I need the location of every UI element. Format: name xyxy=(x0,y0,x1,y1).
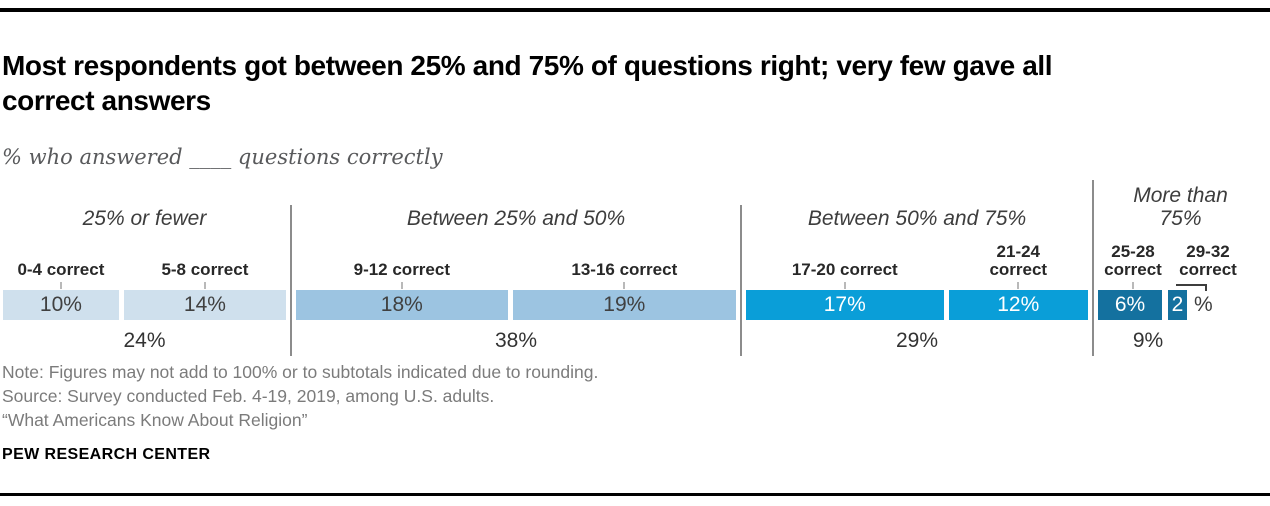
group-range-label: Between 25% and 50% xyxy=(406,207,626,230)
bar-value: 19% xyxy=(603,293,646,316)
group-range-label: Between 50% and 75% xyxy=(807,207,1027,230)
group-divider-line xyxy=(290,205,292,356)
label-tick xyxy=(59,282,62,289)
footnotes: Note: Figures may not add to 100% or to … xyxy=(2,360,598,432)
bar-label-cell: 0-4 correct xyxy=(3,259,119,291)
bar-segment: 17% xyxy=(746,290,944,320)
score-range-group: Between 50% and 75% 17-20 correct 21-24 co… xyxy=(740,180,1093,356)
source-line: Source: Survey conducted Feb. 4-19, 2019… xyxy=(2,386,495,406)
bar-labels-row: 0-4 correct 5-8 correct xyxy=(3,235,286,290)
group-range-label: More than 75% xyxy=(1133,184,1228,230)
label-tick xyxy=(400,282,403,289)
bar-labels-row: 25-28 correct 29-32 correct xyxy=(1098,235,1263,290)
pew-research-center-wordmark: PEW RESEARCH CENTER xyxy=(2,446,211,463)
bar-value: 12% xyxy=(997,293,1040,316)
group-divider-line xyxy=(1092,180,1094,356)
group-subtotal: 38% xyxy=(494,329,538,352)
label-tick xyxy=(843,282,846,289)
bar-labels-row: 17-20 correct 21-24 correct xyxy=(746,235,1088,290)
title-line-1: Most respondents got between 25% and 75%… xyxy=(2,49,1053,81)
report-title-line: “What Americans Know About Religion” xyxy=(2,410,308,430)
bar-label: 25-28 correct xyxy=(1104,242,1162,279)
note-line: Note: Figures may not add to 100% or to … xyxy=(2,362,599,382)
group-subtotal: 9% xyxy=(1132,329,1164,352)
bars-row: 17% 12% xyxy=(746,290,1088,320)
bars-row: 18% 19% xyxy=(296,290,736,320)
bar-label-cell: 17-20 correct xyxy=(746,259,944,291)
bar-label: 9-12 correct xyxy=(353,259,450,279)
bars-row: 10% 14% xyxy=(3,290,286,320)
bar-segment: 14% xyxy=(123,290,286,320)
bar-label: 29-32 correct xyxy=(1179,242,1237,279)
bar-label-cell: 21-24 correct xyxy=(949,243,1088,290)
bar-segment: 6% xyxy=(1098,290,1162,320)
outside-percent-sign: % xyxy=(1194,293,1213,316)
bar-value: 18% xyxy=(380,293,423,316)
bar-label-cell: 29-32 correct xyxy=(1173,243,1243,290)
bars-row: 6% 2% xyxy=(1098,290,1263,320)
bar-value: 14% xyxy=(183,293,226,316)
bar-label-cell: 13-16 correct xyxy=(513,259,736,291)
segmented-bar-chart: 25% or fewer 0-4 correct 5-8 correct 10% 14%… xyxy=(2,180,1268,356)
bar-value: 17% xyxy=(823,293,866,316)
bar-labels-row: 9-12 correct 13-16 correct xyxy=(296,235,736,290)
bar-value: 10% xyxy=(39,293,82,316)
label-tick xyxy=(1017,282,1020,289)
label-tick xyxy=(1132,282,1134,289)
bar-label: 21-24 correct xyxy=(989,242,1048,279)
bar-label: 17-20 correct xyxy=(791,259,898,279)
group-subtotal: 24% xyxy=(123,329,166,352)
score-range-group: 25% or fewer 0-4 correct 5-8 correct 10% 14%… xyxy=(2,180,291,356)
label-elbow-connector xyxy=(1176,284,1207,291)
bar-segment: 10% xyxy=(3,290,119,320)
title-line-2: correct answers xyxy=(2,84,211,116)
chart-subtitle: % who answered ____ questions correctly xyxy=(2,145,443,169)
page-title: Most respondents got between 25% and 75%… xyxy=(2,48,1268,118)
group-range-label: 25% or fewer xyxy=(82,207,207,230)
bar-label-cell: 5-8 correct xyxy=(124,259,286,291)
bar-label-cell: 9-12 correct xyxy=(296,259,508,291)
score-range-group: Between 25% and 50% 9-12 correct 13-16 cor… xyxy=(290,180,741,356)
bar-label-cell: 25-28 correct xyxy=(1098,243,1168,290)
bar-segment: 2 xyxy=(1168,290,1187,320)
bar-value: 6% xyxy=(1114,293,1146,316)
bar-label: 5-8 correct xyxy=(161,259,249,279)
label-tick xyxy=(203,282,206,289)
bar-segment: 19% xyxy=(512,290,736,320)
label-tick xyxy=(623,282,626,289)
bar-label: 0-4 correct xyxy=(17,259,105,279)
bar-segment: 18% xyxy=(296,290,508,320)
bar-label: 13-16 correct xyxy=(571,259,678,279)
bar-segment: 12% xyxy=(948,290,1088,320)
bottom-rule xyxy=(0,493,1270,496)
group-subtotal: 29% xyxy=(895,329,939,352)
group-divider-line xyxy=(740,205,742,356)
top-rule xyxy=(0,8,1270,12)
bar-value: 2 xyxy=(1171,293,1184,316)
score-range-group: More than 75% 25-28 correct 29-32 correct 6… xyxy=(1092,180,1268,356)
